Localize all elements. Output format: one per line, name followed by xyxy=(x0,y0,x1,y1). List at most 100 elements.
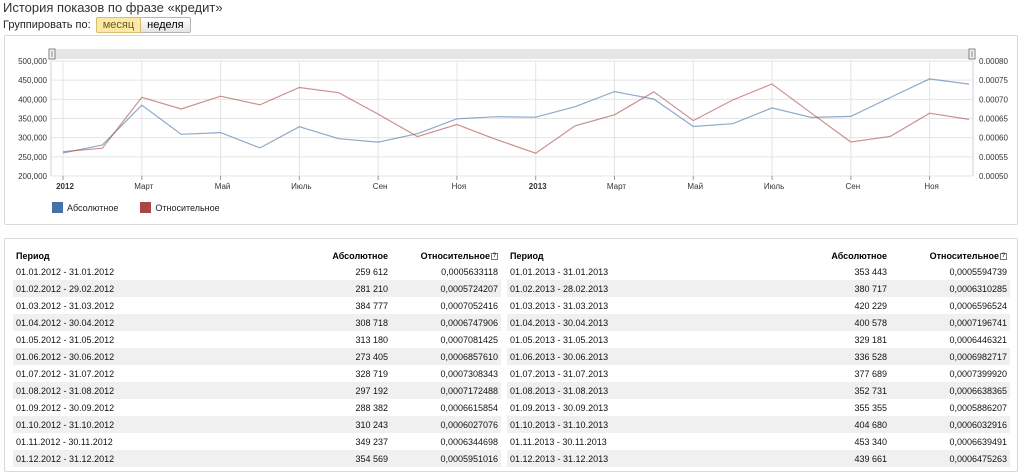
cell-abs: 349 237 xyxy=(355,436,388,447)
cell-period: 01.11.2013 - 30.11.2013 xyxy=(510,436,607,447)
y-left-tick-label: 250,000 xyxy=(18,153,47,162)
header-relative-label: Относительное xyxy=(929,250,999,261)
cell-rel: 0,0006638365 xyxy=(890,382,1010,399)
table-row: 01.05.2012 - 31.05.2012 313 180 0,00070814… xyxy=(13,331,501,348)
cell-rel: 0,0007399920 xyxy=(949,368,1007,379)
y-left-tick-label: 500,000 xyxy=(18,57,47,66)
table-panel: Период Абсолютное Относительное? 01.01.2… xyxy=(4,238,1018,472)
cell-abs: 420 229 xyxy=(854,300,887,311)
group-week-button[interactable]: неделя xyxy=(141,17,191,33)
cell-rel: 0,0006857610 xyxy=(391,348,501,365)
table-row: 01.07.2013 - 31.07.2013 377 689 0,00073999… xyxy=(507,365,1010,382)
chart-grid xyxy=(50,60,974,177)
cell-abs: 288 382 xyxy=(355,402,388,413)
cell-rel: 0,0006446321 xyxy=(949,334,1007,345)
cell-abs: 281 210 xyxy=(253,280,391,297)
cell-period: 01.06.2013 - 30.06.2013 xyxy=(507,348,757,365)
x-tick-label: Май xyxy=(215,182,231,191)
impressions-chart: 200,000 250,000 300,000 350,000 400,000 450,0… xyxy=(18,48,1008,191)
x-tick-label: Ноя xyxy=(452,182,467,191)
header-relative: Относительное? xyxy=(391,248,501,263)
cell-abs: 353 443 xyxy=(854,266,887,277)
cell-abs: 384 777 xyxy=(355,300,388,311)
help-icon[interactable]: ? xyxy=(1000,252,1007,260)
table-row: 01.09.2012 - 30.09.2012 288 382 0,00066158… xyxy=(13,399,501,416)
y-right-tick-label: 0.00055 xyxy=(979,153,1008,162)
table-row: 01.10.2012 - 31.10.2012 310 243 0,00060270… xyxy=(13,416,501,433)
cell-abs: 259 612 xyxy=(355,266,388,277)
x-tick-label: Сен xyxy=(373,182,388,191)
table-row: 01.12.2012 - 31.12.2012 354 569 0,00059510… xyxy=(13,450,501,467)
cell-rel: 0,0005951016 xyxy=(391,450,501,467)
table-row: 01.02.2013 - 28.02.2013 380 717 0,00063102… xyxy=(507,280,1010,297)
page-title: История показов по фразе «кредит» xyxy=(3,0,223,15)
cell-rel: 0,0006639491 xyxy=(949,436,1007,447)
y-right-tick-label: 0.00050 xyxy=(979,172,1008,181)
legend-item-relative[interactable]: Относительное xyxy=(140,202,220,213)
cell-period: 01.01.2012 - 31.01.2012 xyxy=(16,266,115,277)
y-right-tick-label: 0.00060 xyxy=(979,134,1008,143)
legend-label-absolute: Абсолютное xyxy=(67,202,119,213)
cell-rel: 0,0007081425 xyxy=(440,334,498,345)
cell-abs: 439 661 xyxy=(757,450,890,467)
cell-period: 01.07.2013 - 31.07.2013 xyxy=(510,368,609,379)
x-tick-label: Сен xyxy=(845,182,860,191)
table-row: 01.08.2013 - 31.08.2013 352 731 0,00066383… xyxy=(507,382,1010,399)
table-row: 01.11.2012 - 30.11.2012 349 237 0,00063446… xyxy=(13,433,501,450)
cell-period: 01.08.2012 - 31.08.2012 xyxy=(13,382,253,399)
table-header-row: Период Абсолютное Относительное? xyxy=(507,248,1010,263)
cell-rel: 0,0005633118 xyxy=(441,266,498,277)
cell-period: 01.06.2012 - 30.06.2012 xyxy=(13,348,253,365)
table-row: 01.11.2013 - 30.11.2013 453 340 0,00066394… xyxy=(507,433,1010,450)
table-row: 01.01.2012 - 31.01.2012 259 612 0,00056331… xyxy=(13,263,501,280)
table-row: 01.02.2012 - 29.02.2012 281 210 0,00057242… xyxy=(13,280,501,297)
chart-legend: Абсолютное Относительное xyxy=(52,202,242,213)
legend-item-absolute[interactable]: Абсолютное xyxy=(52,202,118,213)
cell-abs: 354 569 xyxy=(253,450,391,467)
table-row: 01.04.2013 - 30.04.2013 400 578 0,00071967… xyxy=(507,314,1010,331)
y-right-tick-label: 0.00070 xyxy=(979,95,1008,104)
x-axis: 2012 Март Май Июль Сен Ноя 2013 Март Май Июль Сен Н… xyxy=(56,176,939,191)
x-tick-label: 2013 xyxy=(529,182,547,191)
chart-panel: 200,000 250,000 300,000 350,000 400,000 450,0… xyxy=(4,35,1018,225)
cell-period: 01.10.2013 - 31.10.2013 xyxy=(507,416,757,433)
cell-period: 01.04.2013 - 30.04.2013 xyxy=(507,314,757,331)
cell-abs: 377 689 xyxy=(854,368,887,379)
cell-period: 01.04.2012 - 30.04.2012 xyxy=(13,314,253,331)
cell-rel: 0,0005594739 xyxy=(949,266,1007,277)
cell-rel: 0,0006982717 xyxy=(890,348,1010,365)
y-axis-right: 0.00050 0.00055 0.00060 0.00065 0.00070 0.000… xyxy=(979,57,1008,181)
cell-rel: 0,0006032916 xyxy=(890,416,1010,433)
cell-period: 01.05.2012 - 31.05.2012 xyxy=(16,334,115,345)
series-line-relative[interactable] xyxy=(62,83,970,154)
table-row: 01.07.2012 - 31.07.2012 328 719 0,00073083… xyxy=(13,365,501,382)
cell-abs: 310 243 xyxy=(253,416,391,433)
cell-rel: 0,0005724207 xyxy=(391,280,501,297)
y-left-tick-label: 200,000 xyxy=(18,172,47,181)
chart-range-scrollbar[interactable] xyxy=(48,48,976,60)
legend-label-relative: Относительное xyxy=(155,202,220,213)
group-month-button[interactable]: месяц xyxy=(95,17,142,33)
y-left-tick-label: 350,000 xyxy=(18,115,47,124)
cell-abs: 329 181 xyxy=(854,334,887,345)
x-tick-label: Май xyxy=(687,182,703,191)
y-left-tick-label: 450,000 xyxy=(18,76,47,85)
y-right-tick-label: 0.00065 xyxy=(979,115,1008,124)
cell-rel: 0,0007196741 xyxy=(890,314,1010,331)
cell-period: 01.05.2013 - 31.05.2013 xyxy=(510,334,609,345)
table-row: 01.01.2013 - 31.01.2013 353 443 0,00055947… xyxy=(507,263,1010,280)
cell-abs: 352 731 xyxy=(757,382,890,399)
help-icon[interactable]: ? xyxy=(491,252,498,260)
cell-abs: 308 718 xyxy=(253,314,391,331)
range-track[interactable] xyxy=(51,49,973,59)
legend-swatch-relative xyxy=(140,202,152,213)
table-row: 01.05.2013 - 31.05.2013 329 181 0,00064463… xyxy=(507,331,1010,348)
cell-period: 01.12.2013 - 31.12.2013 xyxy=(507,450,757,467)
cell-rel: 0,0006596524 xyxy=(949,300,1007,311)
cell-abs: 380 717 xyxy=(757,280,890,297)
cell-rel: 0,0005886207 xyxy=(949,402,1007,413)
header-period: Период xyxy=(16,250,50,261)
cell-rel: 0,0007052416 xyxy=(440,300,498,311)
table-row: 01.03.2013 - 31.03.2013 420 229 0,00065965… xyxy=(507,297,1010,314)
table-row: 01.06.2012 - 30.06.2012 273 405 0,00068576… xyxy=(13,348,501,365)
